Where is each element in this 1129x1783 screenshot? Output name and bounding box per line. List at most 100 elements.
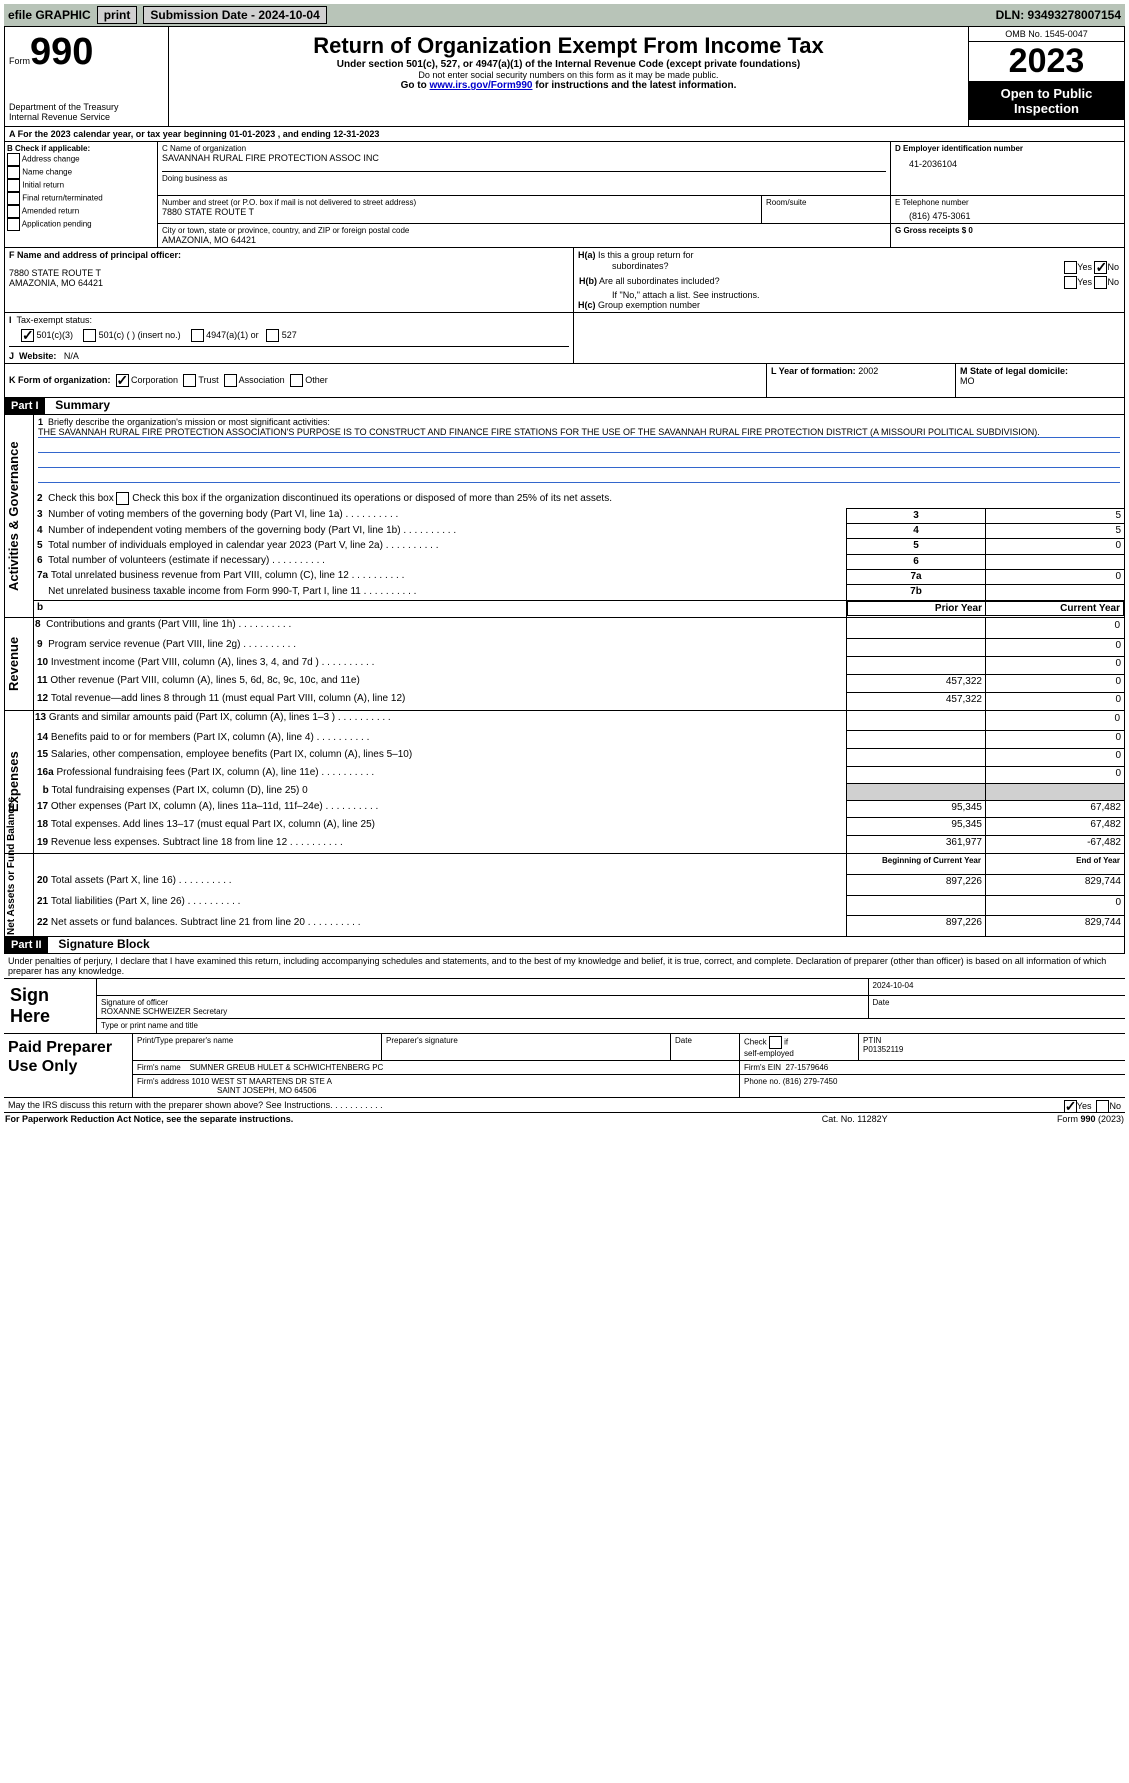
line19-curr: -67,482 bbox=[986, 836, 1125, 854]
prep-sig-lbl: Preparer's signature bbox=[382, 1034, 671, 1061]
checkbox-corp[interactable] bbox=[116, 374, 129, 387]
line-a: A For the 2023 calendar year, or tax yea… bbox=[4, 127, 1125, 142]
sign-here: Sign Here bbox=[10, 985, 90, 1027]
city-lbl: City or town, state or province, country… bbox=[162, 226, 886, 235]
checkbox-4947[interactable] bbox=[191, 329, 204, 342]
line19-prior: 361,977 bbox=[847, 836, 986, 854]
line22-beg: 897,226 bbox=[847, 916, 986, 937]
part1-body: Activities & Governance 1 Briefly descri… bbox=[4, 415, 1125, 937]
street-address: 7880 STATE ROUTE T bbox=[162, 207, 757, 217]
box-b-label: B Check if applicable: bbox=[7, 144, 155, 153]
goto-pre: Go to bbox=[401, 80, 430, 91]
line21-beg bbox=[847, 895, 986, 916]
line4-value: 5 bbox=[986, 524, 1125, 539]
website: N/A bbox=[64, 351, 79, 361]
box-d-lbl: D Employer identification number bbox=[895, 144, 1120, 153]
form-ref: Form 990 (2023) bbox=[944, 1113, 1125, 1125]
checkbox-trust[interactable] bbox=[183, 374, 196, 387]
checkbox-501c3[interactable] bbox=[21, 329, 34, 342]
cat-no: Cat. No. 11282Y bbox=[766, 1113, 944, 1125]
submission-date: Submission Date - 2024-10-04 bbox=[143, 6, 326, 24]
open-inspection: Open to Public Inspection bbox=[969, 82, 1124, 120]
line11-prior: 457,322 bbox=[847, 674, 986, 692]
col-end: End of Year bbox=[986, 854, 1125, 875]
checkbox-ha-no[interactable] bbox=[1094, 261, 1107, 274]
omb-number: OMB No. 1545-0047 bbox=[969, 27, 1124, 42]
status-block: I Tax-exempt status: 501(c)(3) 501(c) ( … bbox=[4, 313, 1125, 364]
city-state-zip: AMAZONIA, MO 64421 bbox=[162, 235, 886, 245]
domicile: MO bbox=[960, 376, 975, 386]
checkbox-final-return[interactable] bbox=[7, 192, 20, 205]
hb-note: If "No," attach a list. See instructions… bbox=[578, 290, 1120, 300]
box-f-lbl: F Name and address of principal officer: bbox=[9, 250, 569, 260]
checkbox-ha-yes[interactable] bbox=[1064, 261, 1077, 274]
line20-beg: 897,226 bbox=[847, 874, 986, 895]
col-prior-year: Prior Year bbox=[848, 601, 986, 615]
checkbox-other[interactable] bbox=[290, 374, 303, 387]
firm-addr1: 1010 WEST ST MAARTENS DR STE A bbox=[191, 1077, 332, 1086]
checkbox-hb-yes[interactable] bbox=[1064, 276, 1077, 289]
checkbox-address-change[interactable] bbox=[7, 153, 20, 166]
form-subtitle-2: Do not enter social security numbers on … bbox=[173, 70, 964, 80]
checkbox-self-employed[interactable] bbox=[769, 1036, 782, 1049]
form-prefix: Form bbox=[9, 56, 30, 66]
checkbox-app-pending[interactable] bbox=[7, 218, 20, 231]
section-governance: Activities & Governance bbox=[6, 416, 21, 616]
box-g: G Gross receipts $ 0 bbox=[895, 226, 1120, 235]
print-button[interactable]: print bbox=[97, 6, 138, 24]
checkbox-discuss-yes[interactable] bbox=[1064, 1100, 1077, 1113]
line8-curr: 0 bbox=[986, 618, 1125, 639]
org-name: SAVANNAH RURAL FIRE PROTECTION ASSOC INC bbox=[162, 153, 886, 163]
checkbox-501c[interactable] bbox=[83, 329, 96, 342]
declaration: Under penalties of perjury, I declare th… bbox=[4, 954, 1125, 978]
checkbox-527[interactable] bbox=[266, 329, 279, 342]
box-c-name-lbl: C Name of organization bbox=[162, 144, 886, 153]
ein: 41-2036104 bbox=[895, 153, 1120, 169]
section-revenue: Revenue bbox=[6, 619, 21, 709]
checkbox-discuss-no[interactable] bbox=[1096, 1100, 1109, 1113]
firm-ein: 27-1579646 bbox=[786, 1063, 829, 1072]
checkbox-name-change[interactable] bbox=[7, 166, 20, 179]
dln-label: DLN: 93493278007154 bbox=[996, 8, 1121, 22]
checkbox-amended[interactable] bbox=[7, 205, 20, 218]
line16b-prior bbox=[847, 784, 986, 800]
checkbox-hb-no[interactable] bbox=[1094, 276, 1107, 289]
officer-addr2: AMAZONIA, MO 64421 bbox=[9, 278, 569, 288]
checkbox-assoc[interactable] bbox=[224, 374, 237, 387]
line22-end: 829,744 bbox=[986, 916, 1125, 937]
telephone: (816) 475-3061 bbox=[895, 207, 1120, 221]
line12-curr: 0 bbox=[986, 692, 1125, 710]
part1-header: Part I Summary bbox=[4, 398, 1125, 415]
irs-label: Internal Revenue Service bbox=[9, 112, 164, 122]
line13-curr: 0 bbox=[986, 711, 1125, 731]
pra-notice: For Paperwork Reduction Act Notice, see … bbox=[4, 1113, 766, 1125]
checkbox-initial-return[interactable] bbox=[7, 179, 20, 192]
line14-curr: 0 bbox=[986, 731, 1125, 749]
line16a-curr: 0 bbox=[986, 766, 1125, 784]
form-number: 990 bbox=[30, 31, 93, 73]
sign-date: 2024-10-04 bbox=[868, 979, 1125, 996]
tax-year: 2023 bbox=[969, 42, 1124, 82]
line6-value bbox=[986, 554, 1125, 569]
goto-post: for instructions and the latest informat… bbox=[532, 80, 736, 91]
checkbox-discontinued[interactable] bbox=[116, 492, 129, 505]
line18-curr: 67,482 bbox=[986, 818, 1125, 836]
officer-addr1: 7880 STATE ROUTE T bbox=[9, 268, 569, 278]
line16b-curr bbox=[986, 784, 1125, 800]
line12-prior: 457,322 bbox=[847, 692, 986, 710]
paid-preparer-block: Paid Preparer Use Only Print/Type prepar… bbox=[4, 1034, 1125, 1098]
line17-curr: 67,482 bbox=[986, 800, 1125, 818]
line15-curr: 0 bbox=[986, 748, 1125, 766]
part2-header: Part II Signature Block bbox=[4, 937, 1125, 954]
section-netassets: Net Assets or Fund Balances bbox=[6, 855, 17, 935]
year-formation: 2002 bbox=[858, 366, 878, 376]
line3-value: 5 bbox=[986, 508, 1125, 523]
ptin: P01352119 bbox=[863, 1045, 903, 1054]
form-header: Form990 Department of the Treasury Inter… bbox=[4, 26, 1125, 127]
mission-text: THE SAVANNAH RURAL FIRE PROTECTION ASSOC… bbox=[38, 427, 1120, 438]
line10-curr: 0 bbox=[986, 656, 1125, 674]
irs-link[interactable]: www.irs.gov/Form990 bbox=[429, 80, 532, 91]
entity-block: B Check if applicable: Address change Na… bbox=[4, 142, 1125, 248]
line17-prior: 95,345 bbox=[847, 800, 986, 818]
officer-name: ROXANNE SCHWEIZER Secretary bbox=[101, 1007, 227, 1016]
